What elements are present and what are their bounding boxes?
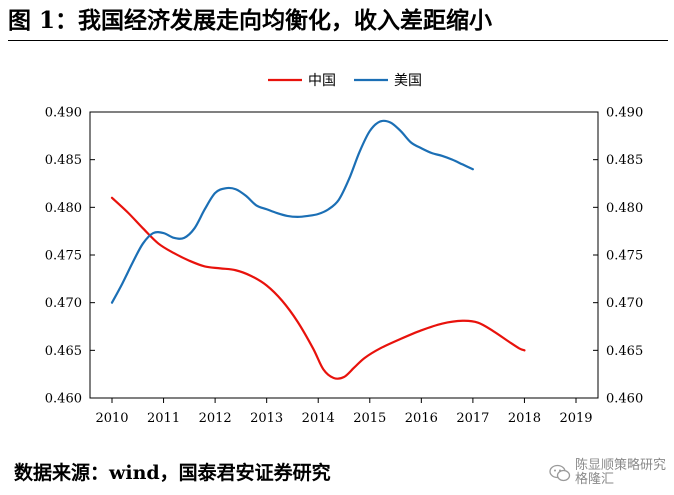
x-tick-label: 2017 — [456, 411, 489, 426]
right-y-tick-label: 0.475 — [606, 249, 643, 264]
x-tick-label: 2014 — [302, 411, 335, 426]
left-y-axis: 0.460 0.465 0.470 0.475 0.480 0.485 0.490 — [45, 106, 95, 407]
left-y-tick-label: 0.465 — [45, 344, 82, 359]
left-y-tick-label: 0.490 — [45, 106, 82, 121]
right-y-tick-label: 0.490 — [606, 106, 643, 121]
source-note: 数据来源：wind，国泰君安证券研究 — [14, 462, 331, 484]
page-title: 图 1：我国经济发展走向均衡化，收入差距缩小 — [8, 7, 493, 34]
x-tick-label: 2012 — [199, 411, 232, 426]
left-y-tick-label: 0.485 — [45, 153, 82, 168]
x-axis: 2010 2011 2012 2013 2014 2015 2016 2017 2018 2019 — [95, 398, 593, 426]
right-y-tick-label: 0.485 — [606, 153, 643, 168]
left-y-tick-label: 0.480 — [45, 201, 82, 216]
legend-label-china: 中国 — [308, 73, 336, 89]
wechat-icon — [549, 464, 571, 482]
right-y-tick-label: 0.460 — [606, 392, 643, 407]
right-y-axis: 0.460 0.465 0.470 0.475 0.480 0.485 0.490 — [593, 106, 643, 407]
line-chart: 中国 美国 0.460 0.465 0.470 0.475 0.480 0.485 0.490… — [45, 73, 643, 426]
left-y-tick-label: 0.475 — [45, 249, 82, 264]
left-y-tick-label: 0.460 — [45, 392, 82, 407]
series-lines — [110, 119, 526, 380]
plot-area — [89, 111, 599, 399]
series-line-usa — [110, 119, 474, 304]
x-tick-label: 2019 — [559, 411, 592, 426]
watermark-line-2: 格隆汇 — [574, 472, 614, 487]
right-y-tick-label: 0.480 — [606, 201, 643, 216]
title-divider — [8, 40, 668, 41]
x-tick-label: 2018 — [508, 411, 541, 426]
x-tick-label: 2013 — [250, 411, 283, 426]
x-tick-label: 2011 — [147, 411, 180, 426]
chart-legend: 中国 美国 — [268, 73, 422, 89]
right-y-tick-label: 0.470 — [606, 296, 643, 311]
left-y-tick-label: 0.470 — [45, 296, 82, 311]
watermark-line-1: 陈显顺策略研究 — [574, 458, 666, 473]
legend-label-usa: 美国 — [394, 73, 422, 89]
x-tick-label: 2016 — [405, 411, 438, 426]
right-y-tick-label: 0.465 — [606, 344, 643, 359]
x-tick-label: 2015 — [353, 411, 386, 426]
watermark: 陈显顺策略研究 格隆汇 — [549, 458, 666, 488]
x-tick-label: 2010 — [95, 411, 128, 426]
series-line-china — [110, 196, 526, 380]
